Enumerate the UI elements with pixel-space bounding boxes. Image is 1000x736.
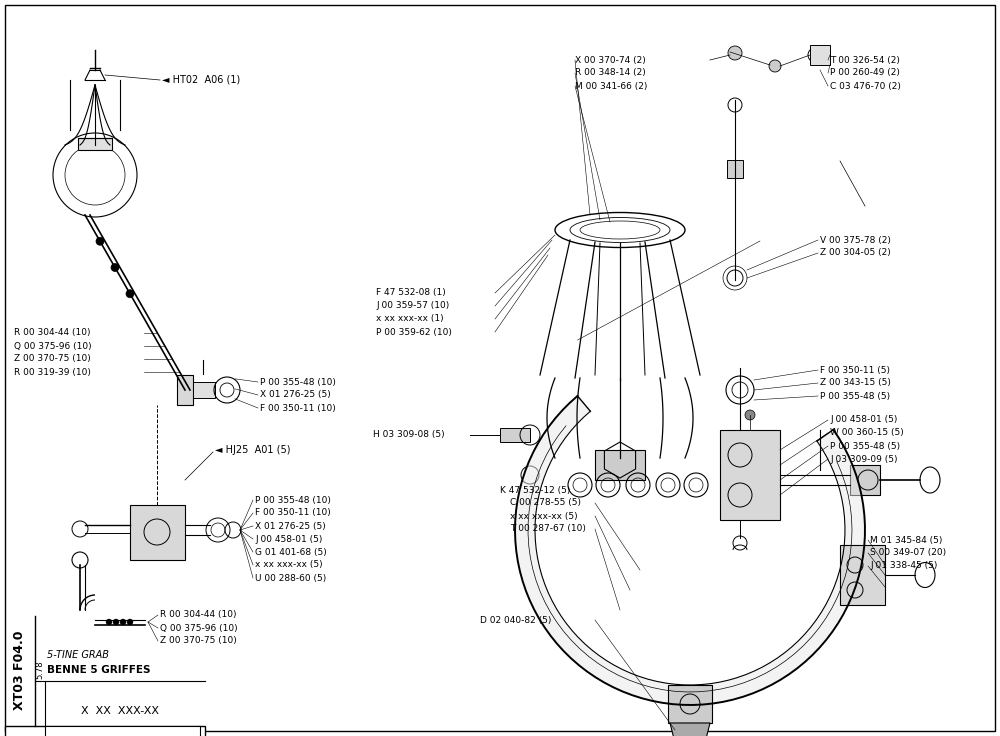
- Text: XT03 F04.0: XT03 F04.0: [13, 630, 27, 710]
- Circle shape: [106, 619, 112, 625]
- Bar: [850, 465, 880, 495]
- Text: R 00 304-44 (10): R 00 304-44 (10): [14, 328, 90, 338]
- Text: X 01 276-25 (5): X 01 276-25 (5): [255, 522, 326, 531]
- PathPatch shape: [515, 396, 865, 705]
- Circle shape: [745, 410, 755, 420]
- Text: F 00 350-11 (10): F 00 350-11 (10): [260, 403, 336, 412]
- Text: X 01 276-25 (5): X 01 276-25 (5): [260, 391, 331, 400]
- Text: H 03 309-08 (5): H 03 309-08 (5): [373, 431, 445, 439]
- Bar: [78, 138, 112, 150]
- Text: X  XX  XXX-XX: X XX XXX-XX: [81, 706, 159, 716]
- Circle shape: [728, 46, 742, 60]
- Text: J 00 359-57 (10): J 00 359-57 (10): [376, 302, 449, 311]
- Bar: [5, 726, 205, 736]
- Bar: [727, 160, 743, 178]
- Polygon shape: [670, 723, 710, 736]
- Text: 5-TINE GRAB: 5-TINE GRAB: [47, 650, 109, 660]
- Text: P 00 355-48 (5): P 00 355-48 (5): [820, 392, 890, 400]
- Text: D 02 040-82 (5): D 02 040-82 (5): [480, 615, 551, 625]
- Bar: [45, 726, 200, 736]
- Bar: [668, 685, 712, 723]
- Text: T 00 326-54 (2): T 00 326-54 (2): [830, 55, 900, 65]
- Text: P 00 355-48 (10): P 00 355-48 (10): [260, 378, 336, 386]
- Text: U 00 288-60 (5): U 00 288-60 (5): [255, 573, 326, 582]
- Text: R 00 319-39 (10): R 00 319-39 (10): [14, 367, 91, 377]
- Circle shape: [111, 263, 119, 272]
- Text: P 00 355-48 (5): P 00 355-48 (5): [830, 442, 900, 450]
- Text: M 00 341-66 (2): M 00 341-66 (2): [575, 82, 647, 91]
- Bar: [840, 545, 885, 605]
- Bar: [193, 382, 215, 398]
- Text: F 00 350-11 (5): F 00 350-11 (5): [820, 366, 890, 375]
- Text: Z 00 370-75 (10): Z 00 370-75 (10): [160, 637, 237, 645]
- Bar: [130, 505, 185, 560]
- Circle shape: [120, 619, 126, 625]
- Text: G 01 401-68 (5): G 01 401-68 (5): [255, 548, 327, 556]
- Circle shape: [126, 290, 134, 298]
- Text: J 01 338-45 (5): J 01 338-45 (5): [870, 562, 937, 570]
- Text: BENNE 5 GRIFFES: BENNE 5 GRIFFES: [47, 665, 150, 675]
- Text: ◄ HJ25  A01 (5): ◄ HJ25 A01 (5): [215, 445, 290, 455]
- Text: R 00 304-44 (10): R 00 304-44 (10): [160, 610, 237, 620]
- Bar: [177, 375, 193, 405]
- Text: T 00 287-67 (10): T 00 287-67 (10): [510, 525, 586, 534]
- Text: x xx xxx-xx (1): x xx xxx-xx (1): [376, 314, 444, 324]
- Circle shape: [113, 619, 119, 625]
- Text: X 00 370-74 (2): X 00 370-74 (2): [575, 55, 646, 65]
- Text: F 00 350-11 (10): F 00 350-11 (10): [255, 509, 331, 517]
- Bar: [595, 450, 645, 480]
- Text: W 00 360-15 (5): W 00 360-15 (5): [830, 428, 904, 437]
- Bar: [720, 430, 780, 520]
- Text: J 00 458-01 (5): J 00 458-01 (5): [255, 534, 322, 543]
- Text: R 00 348-14 (2): R 00 348-14 (2): [575, 68, 646, 77]
- Text: Z 00 304-05 (2): Z 00 304-05 (2): [820, 249, 891, 258]
- Text: C 03 476-70 (2): C 03 476-70 (2): [830, 82, 901, 91]
- Bar: [810, 45, 830, 65]
- Text: Z 00 370-75 (10): Z 00 370-75 (10): [14, 355, 91, 364]
- Text: Q 00 375-96 (10): Q 00 375-96 (10): [14, 342, 92, 350]
- Circle shape: [769, 60, 781, 72]
- Text: C 00 278-55 (5): C 00 278-55 (5): [510, 498, 581, 508]
- Text: x xx xxx-xx (5): x xx xxx-xx (5): [510, 512, 578, 520]
- Bar: [500, 428, 530, 442]
- Text: M 01 345-84 (5): M 01 345-84 (5): [870, 536, 942, 545]
- Text: Q 00 375-96 (10): Q 00 375-96 (10): [160, 623, 238, 632]
- Text: Z 00 343-15 (5): Z 00 343-15 (5): [820, 378, 891, 387]
- Text: P 00 355-48 (10): P 00 355-48 (10): [255, 495, 331, 504]
- Text: F 47 532-08 (1): F 47 532-08 (1): [376, 289, 446, 297]
- Text: P 00 359-62 (10): P 00 359-62 (10): [376, 328, 452, 336]
- Text: J 00 458-01 (5): J 00 458-01 (5): [830, 416, 897, 425]
- Text: P 00 260-49 (2): P 00 260-49 (2): [830, 68, 900, 77]
- Text: J 03 309-09 (5): J 03 309-09 (5): [830, 455, 898, 464]
- Text: ◄ HT02  A06 (1): ◄ HT02 A06 (1): [162, 75, 240, 85]
- Text: S 00 349-07 (20): S 00 349-07 (20): [870, 548, 946, 557]
- Circle shape: [127, 619, 133, 625]
- Text: V 00 375-78 (2): V 00 375-78 (2): [820, 236, 891, 244]
- Circle shape: [96, 237, 104, 245]
- Text: x xx xxx-xx (5): x xx xxx-xx (5): [255, 561, 323, 570]
- Text: K 47 532-12 (5): K 47 532-12 (5): [500, 486, 570, 495]
- Text: 5.78: 5.78: [36, 661, 44, 679]
